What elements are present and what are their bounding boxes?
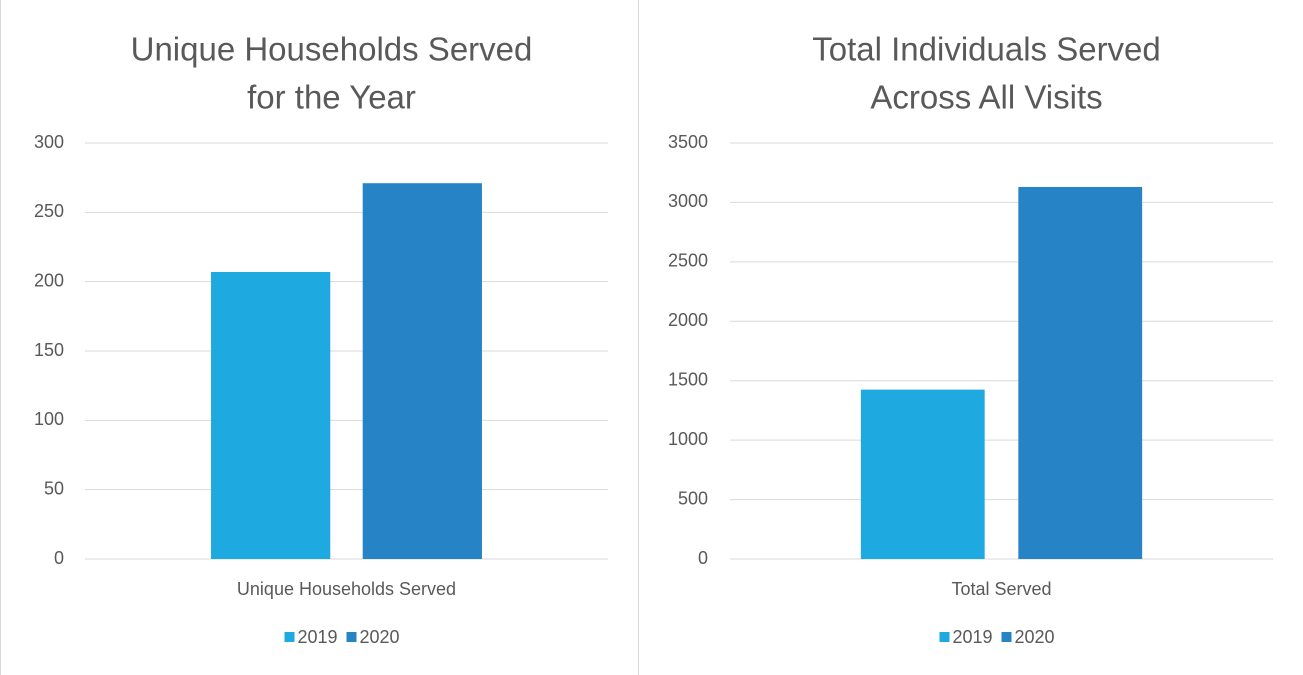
y-tick-label: 3500 (668, 132, 708, 152)
legend-swatch (939, 632, 950, 642)
legend-swatch (284, 632, 295, 642)
y-tick-label: 250 (34, 201, 64, 221)
y-tick-label: 200 (34, 270, 64, 290)
y-tick-label: 0 (698, 548, 708, 568)
bar (362, 183, 482, 560)
y-tick-label: 3000 (668, 191, 708, 211)
chart-title: Across All Visits (870, 79, 1102, 116)
bar (860, 389, 985, 559)
y-tick-label: 1000 (668, 429, 708, 449)
y-tick-label: 500 (678, 488, 708, 508)
y-tick-label: 50 (44, 478, 64, 498)
legend-label: 2019 (298, 627, 338, 647)
bar (1018, 186, 1143, 559)
legend-label: 2019 (953, 627, 993, 647)
x-tick-label: Total Served (951, 579, 1051, 599)
legend-label: 2020 (1015, 627, 1055, 647)
y-tick-label: 2500 (668, 251, 708, 271)
chart-title: for the Year (247, 79, 416, 116)
y-tick-label: 0 (54, 548, 64, 568)
chart-title: Total Individuals Served (812, 31, 1161, 68)
y-tick-label: 150 (34, 340, 64, 360)
legend-label: 2020 (360, 627, 400, 647)
legend-swatch (1001, 632, 1012, 642)
y-tick-label: 300 (34, 132, 64, 152)
y-tick-label: 1500 (668, 369, 708, 389)
bar (211, 271, 331, 559)
chart-title: Unique Households Served (131, 31, 533, 68)
y-tick-label: 2000 (668, 310, 708, 330)
x-tick-label: Unique Households Served (237, 579, 456, 599)
legend-swatch (346, 632, 357, 642)
y-tick-label: 100 (34, 409, 64, 429)
